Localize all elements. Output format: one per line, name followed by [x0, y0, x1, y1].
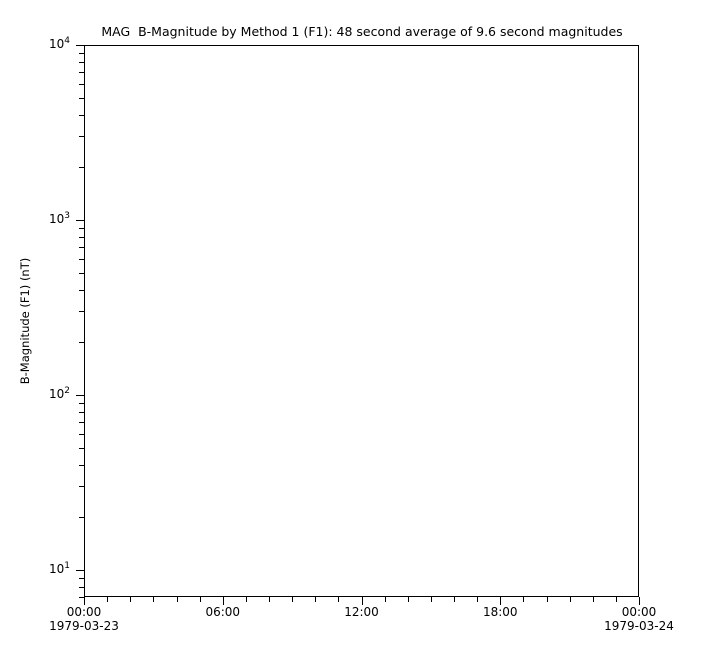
x-axis-minor-tick [454, 597, 455, 602]
data-series-layer [85, 46, 638, 596]
x-axis-minor-tick [384, 597, 386, 602]
x-axis-major-tick [84, 597, 85, 605]
x-axis-tick-label: 00:00 1979-03-23 [49, 605, 119, 633]
x-axis-major-tick [500, 597, 502, 605]
x-axis-minor-tick [176, 597, 178, 602]
x-axis-minor-tick [615, 597, 617, 602]
x-axis-major-tick [361, 597, 363, 605]
x-axis-minor-tick [130, 597, 132, 602]
x-axis-date-label: 1979-03-23 [49, 619, 119, 633]
x-axis-major-tick [639, 597, 640, 605]
x-axis-minor-tick [245, 597, 247, 602]
x-axis-tick-label: 06:00 [205, 605, 241, 619]
chart-title: MAG B-Magnitude by Method 1 (F1): 48 sec… [101, 24, 623, 39]
y-axis-tick-label: 104 [48, 36, 70, 51]
x-axis-minor-tick [407, 597, 409, 602]
plot-area[interactable] [84, 45, 639, 597]
x-axis-major-tick [222, 597, 224, 605]
y-axis-major-tick [76, 45, 84, 46]
x-axis-minor-tick [199, 597, 201, 602]
x-axis-minor-tick [546, 597, 548, 602]
x-axis-minor-tick [338, 597, 340, 602]
x-axis-minor-tick [269, 597, 270, 602]
x-axis-minor-tick [292, 597, 294, 602]
x-axis-tick-label: 12:00 [344, 605, 379, 619]
x-axis-minor-tick [315, 597, 317, 602]
y-axis-minor-tick [79, 597, 84, 598]
x-axis-minor-tick [569, 597, 571, 602]
x-axis-minor-tick [523, 597, 525, 602]
y-axis-tick-label: 103 [48, 210, 70, 226]
x-axis-tick-label: 00:00 1979-03-24 [604, 605, 674, 633]
x-axis-minor-tick [477, 597, 479, 602]
y-axis-tick-label: 101 [48, 560, 70, 576]
x-axis-minor-tick [430, 597, 432, 602]
x-axis-minor-tick [592, 597, 594, 602]
x-axis-minor-tick [107, 597, 109, 602]
y-axis-major-tick [76, 394, 84, 396]
y-axis-title: B-Magnitude (F1) (nT) [18, 257, 32, 385]
y-axis-major-tick [76, 569, 84, 571]
y-axis-major-tick [76, 219, 84, 221]
y-axis-tick-label: 102 [48, 385, 70, 401]
x-axis-tick-label: 18:00 [482, 605, 518, 619]
x-axis-minor-tick [153, 597, 155, 602]
x-axis-date-label: 1979-03-24 [604, 619, 674, 633]
